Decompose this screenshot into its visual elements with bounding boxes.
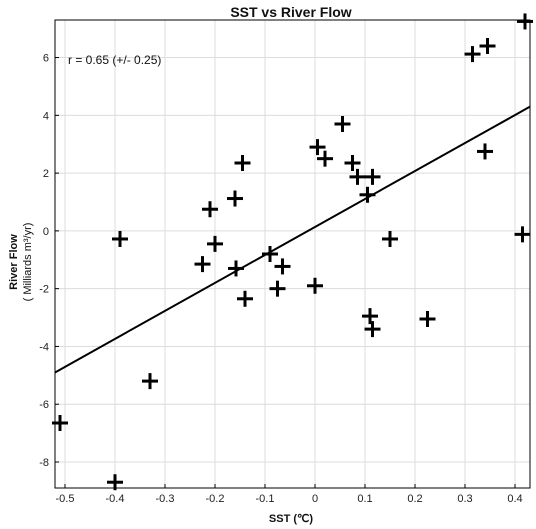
grid: [55, 20, 530, 488]
regression-line: [54, 105, 531, 374]
correlation-annotation: r = 0.65 (+/- 0.25): [68, 53, 161, 67]
data-point-plus-marker: [228, 260, 244, 277]
x-tick-label: 0: [312, 493, 318, 505]
x-tick-label: -0.1: [256, 493, 275, 505]
x-tick-label: -0.3: [156, 493, 175, 505]
data-point-plus-marker: [262, 246, 278, 262]
data-point-plus-marker: [274, 258, 291, 275]
y-tick-label: -8: [39, 457, 49, 469]
y-axis-label-line2: ( Milliards m³/yr): [22, 223, 34, 302]
data-point-plus-marker: [317, 150, 333, 167]
y-axis-label-line1: River Flow: [8, 234, 20, 290]
y-tick-label: 6: [43, 53, 49, 65]
y-tick-label: -2: [39, 284, 49, 296]
data-point-plus-marker: [269, 280, 286, 297]
x-tick-label: 0.3: [457, 493, 472, 505]
data-point-plus-marker: [349, 168, 366, 185]
data-point-plus-marker: [479, 38, 496, 54]
data-point-plus-marker: [477, 143, 493, 160]
data-points: [52, 13, 533, 491]
data-point-plus-marker: [359, 186, 376, 203]
data-point-plus-marker: [364, 168, 381, 185]
x-ticks: -0.5 -0.4 -0.3 -0.2 -0.1 0 0.1 0.2 0.3 0.4: [56, 484, 523, 505]
y-tick-label: 2: [43, 168, 49, 180]
x-tick-label: 0.1: [357, 493, 372, 505]
y-ticks: -8 -6 -4 -2 0 2 4 6: [39, 53, 59, 469]
data-point-plus-marker: [207, 235, 223, 252]
data-point-plus-marker: [419, 311, 436, 327]
data-point-plus-marker: [344, 155, 361, 171]
y-tick-label: 0: [43, 226, 49, 238]
data-point-plus-marker: [202, 201, 218, 218]
data-point-plus-marker: [307, 277, 323, 294]
y-tick-label: 4: [43, 110, 49, 122]
data-point-plus-marker: [234, 155, 251, 171]
data-point-plus-marker: [112, 230, 128, 247]
x-tick-label: -0.5: [56, 493, 75, 505]
data-point-plus-marker: [382, 230, 398, 247]
y-tick-label: -4: [39, 341, 49, 353]
data-point-plus-marker: [464, 46, 481, 63]
data-point-plus-marker: [362, 308, 378, 325]
x-tick-label: -0.4: [106, 493, 125, 505]
y-tick-label: -6: [39, 399, 49, 411]
y-axis-label: River Flow ( Milliards m³/yr): [8, 223, 34, 302]
x-tick-label: 0.2: [407, 493, 422, 505]
data-point-plus-marker: [142, 373, 158, 390]
plot-area-frame: [54, 19, 531, 489]
data-point-plus-marker: [309, 139, 326, 156]
data-point-plus-marker: [107, 474, 123, 491]
x-tick-label: 0.4: [507, 493, 522, 505]
data-point-plus-marker: [194, 256, 211, 273]
data-point-plus-marker: [227, 190, 243, 207]
chart-title: SST vs River Flow: [230, 4, 351, 20]
data-point-plus-marker: [364, 321, 381, 338]
x-axis-label: SST (℃): [269, 513, 313, 525]
data-point-plus-marker: [237, 290, 253, 307]
data-point-plus-marker: [334, 116, 351, 132]
data-point-plus-marker: [514, 226, 531, 243]
x-tick-label: -0.2: [206, 493, 225, 505]
data-point-plus-marker: [52, 415, 68, 431]
data-point-plus-marker: [517, 13, 533, 30]
